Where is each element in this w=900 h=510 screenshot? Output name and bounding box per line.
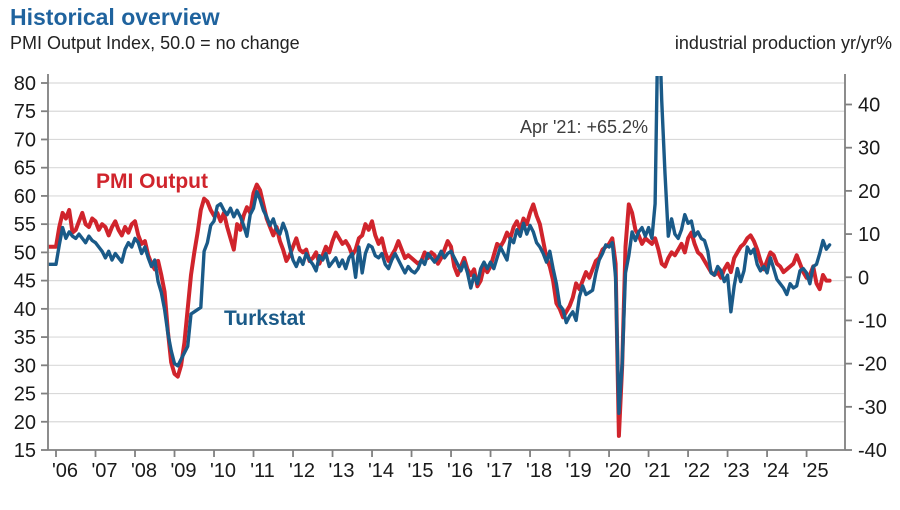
turkstat-label: Turkstat [224, 307, 305, 330]
x-axis-tick-label: '11 [250, 460, 275, 482]
x-axis-tick-label: '18 [526, 460, 552, 482]
right-axis-tick-label: -40 [858, 440, 887, 462]
x-axis-tick-label: '13 [328, 460, 354, 482]
right-axis-tick-label: -30 [858, 397, 887, 419]
x-axis-tick-label: '16 [447, 460, 473, 482]
x-axis-tick-label: '12 [289, 460, 315, 482]
chart-header: Historical overview PMI Output Index, 50… [10, 4, 892, 54]
axis-frame [47, 74, 846, 451]
left-axis-tick-label: 75 [14, 101, 36, 123]
x-axis-tick-label: '20 [605, 460, 631, 482]
x-axis-tick-label: '09 [170, 460, 196, 482]
x-axis-tick-label: '22 [684, 460, 710, 482]
left-axis-tick-label: 50 [14, 242, 36, 264]
right-axis-tick-label: 20 [858, 181, 880, 203]
left-axis-tick-label: 80 [14, 73, 36, 95]
left-axis-tick-label: 20 [14, 412, 36, 434]
right-axis-tick-label: 0 [858, 267, 869, 289]
x-axis-tick-label: '08 [131, 460, 157, 482]
x-axis-tick-label: '19 [566, 460, 592, 482]
left-axis-tick-label: 30 [14, 355, 36, 377]
right-axis-tick-label: 30 [858, 138, 880, 160]
x-axis-tick-label: '25 [803, 460, 829, 482]
x-axis-tick-label: '06 [52, 460, 78, 482]
left-axis-tick-label: 45 [14, 271, 36, 293]
pmi-output-label: PMI Output [96, 170, 208, 193]
x-axis-tick-label: '24 [763, 460, 789, 482]
x-axis-tick-label: '21 [645, 460, 671, 482]
page-title: Historical overview [10, 4, 220, 30]
right-axis-caption: industrial production yr/yr% [674, 33, 892, 54]
x-axis-tick-label: '14 [368, 460, 394, 482]
annotation-apr-21: Apr '21: +65.2% [520, 117, 648, 137]
x-axis-tick-label: '07 [91, 460, 117, 482]
turkstat-line [48, 76, 832, 415]
x-axis-tick-label: '15 [407, 460, 433, 482]
right-axis-tick-label: 40 [858, 95, 880, 117]
left-axis-tick-label: 15 [14, 440, 36, 462]
x-axis-tick-label: '10 [210, 460, 236, 482]
left-axis-caption: PMI Output Index, 50.0 = no change [10, 33, 300, 54]
left-axis-tick-label: 70 [14, 129, 36, 151]
series-group [48, 76, 832, 438]
left-axis-tick-label: 35 [14, 327, 36, 349]
right-axis-tick-label: -10 [858, 310, 887, 332]
left-axis-tick-label: 65 [14, 158, 36, 180]
right-axis-tick-label: -20 [858, 354, 887, 376]
left-axis-tick-label: 55 [14, 214, 36, 236]
subtitle-row: PMI Output Index, 50.0 = no change indus… [10, 33, 892, 54]
x-axis-tick-label: '23 [724, 460, 750, 482]
left-axis-tick-label: 60 [14, 186, 36, 208]
left-axis-tick-label: 25 [14, 384, 36, 406]
x-axis-tick-label: '17 [487, 460, 513, 482]
tick-group: 80 75 70 65 60 55 50 45 40 35 30 25 20 15 40 30 20 10 0 -10… [14, 73, 887, 482]
right-axis-tick-label: 10 [858, 224, 880, 246]
left-axis-tick-label: 40 [14, 299, 36, 321]
